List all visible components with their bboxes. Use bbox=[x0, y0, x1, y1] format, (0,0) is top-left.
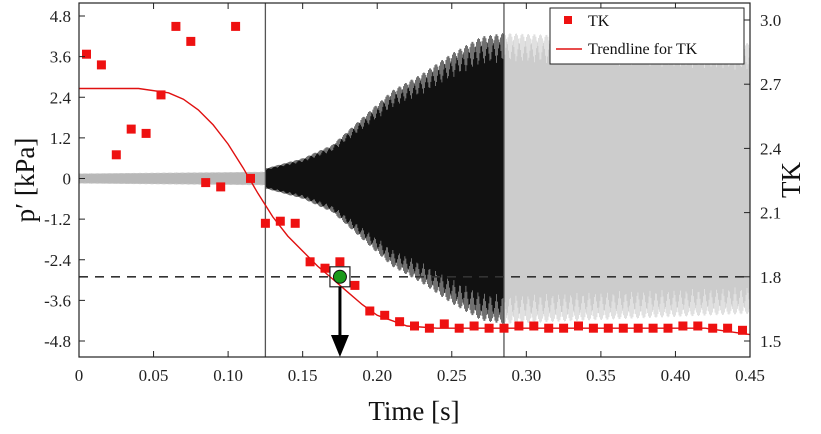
x-tick-label: 0.15 bbox=[288, 366, 318, 385]
tk-point bbox=[82, 49, 91, 59]
tk-point bbox=[231, 21, 241, 31]
tk-point bbox=[186, 36, 196, 46]
right-axis-ticks: 3.0 2.7 2.4 2.1 1.8 1.5 bbox=[744, 11, 782, 351]
tk-point bbox=[439, 319, 449, 329]
tk-point bbox=[141, 128, 151, 138]
tk-point bbox=[246, 173, 255, 183]
right-tick-label: 2.1 bbox=[760, 204, 781, 223]
pressure-segment bbox=[78, 171, 266, 186]
tk-point bbox=[603, 323, 613, 333]
tk-point bbox=[484, 323, 494, 333]
x-tick-label: 0.20 bbox=[362, 366, 392, 385]
tk-point bbox=[544, 323, 554, 333]
x-axis-title: Time [s] bbox=[368, 396, 459, 426]
tk-point bbox=[723, 323, 733, 333]
tk-point bbox=[216, 182, 226, 192]
right-tick-label: 2.4 bbox=[760, 139, 782, 158]
tk-point bbox=[454, 323, 464, 333]
legend: TK Trendline for TK bbox=[549, 7, 745, 65]
tk-point bbox=[350, 280, 360, 290]
pressure-segment bbox=[265, 33, 505, 324]
left-tick-label: -2.4 bbox=[44, 251, 71, 270]
tk-point bbox=[693, 321, 703, 331]
left-axis-ticks: 4.8 3.6 2.4 1.2 0 -1.2 -2.4 -3.6 -4.8 bbox=[44, 7, 85, 351]
tk-point bbox=[275, 216, 285, 226]
tk-point bbox=[335, 257, 345, 267]
left-tick-label: -4.8 bbox=[44, 332, 71, 351]
tk-point bbox=[156, 90, 166, 100]
right-axis-title: TK bbox=[776, 162, 806, 198]
legend-label-tk: TK bbox=[588, 13, 610, 30]
tk-points bbox=[82, 21, 747, 335]
right-tick-label: 3.0 bbox=[760, 11, 781, 30]
tk-point bbox=[424, 323, 434, 333]
tk-point bbox=[633, 323, 643, 333]
tk-point bbox=[260, 218, 270, 228]
pressure-segment bbox=[503, 33, 751, 324]
x-tick-label: 0.40 bbox=[661, 366, 691, 385]
tk-point bbox=[708, 323, 718, 333]
right-tick-label: 2.7 bbox=[760, 75, 782, 94]
plot-frame bbox=[78, 2, 751, 358]
x-tick-label: 0 bbox=[75, 366, 84, 385]
highlight-group bbox=[329, 266, 351, 357]
left-tick-label: 1.2 bbox=[50, 129, 71, 148]
left-tick-label: 4.8 bbox=[50, 7, 71, 26]
tk-point bbox=[529, 321, 539, 331]
tk-point bbox=[559, 323, 569, 333]
tk-point bbox=[648, 323, 658, 333]
pressure-signal bbox=[78, 33, 751, 324]
x-tick-label: 0.30 bbox=[511, 366, 541, 385]
tk-point bbox=[111, 150, 121, 160]
tk-point bbox=[171, 21, 181, 31]
arrowhead-icon bbox=[330, 335, 349, 357]
tk-point bbox=[469, 321, 479, 331]
left-tick-label: 2.4 bbox=[50, 88, 72, 107]
left-axis-title: p′ [kPa] bbox=[10, 138, 40, 223]
tk-point bbox=[395, 317, 405, 327]
right-tick-label: 1.5 bbox=[760, 332, 781, 351]
tk-point bbox=[290, 218, 300, 228]
tk-point bbox=[380, 310, 390, 320]
tk-point bbox=[514, 321, 524, 331]
left-tick-label: -3.6 bbox=[44, 291, 71, 310]
x-tick-label: 0.25 bbox=[437, 366, 467, 385]
tk-point bbox=[201, 178, 211, 188]
tk-point bbox=[96, 60, 106, 70]
x-tick-label: 0.05 bbox=[139, 366, 169, 385]
legend-box bbox=[549, 7, 745, 65]
tk-point bbox=[588, 323, 598, 333]
left-tick-label: -1.2 bbox=[44, 210, 71, 229]
legend-label-trend: Trendline for TK bbox=[588, 41, 698, 58]
tk-point bbox=[126, 124, 136, 134]
legend-marker-tk bbox=[564, 16, 572, 24]
tk-point bbox=[618, 323, 628, 333]
tk-point bbox=[410, 321, 419, 331]
tk-point bbox=[663, 323, 673, 333]
left-tick-label: 0 bbox=[63, 170, 72, 189]
x-tick-label: 0.45 bbox=[735, 366, 765, 385]
x-tick-label: 0.35 bbox=[586, 366, 616, 385]
tk-point bbox=[320, 263, 330, 273]
tk-point bbox=[678, 321, 688, 331]
right-tick-label: 1.8 bbox=[760, 268, 781, 287]
left-tick-label: 3.6 bbox=[50, 48, 71, 67]
tk-point bbox=[574, 321, 583, 331]
x-axis-ticks: 0 0.05 0.10 0.15 0.20 0.25 0.30 0.35 0.40 0.45 bbox=[75, 3, 765, 385]
tk-point bbox=[738, 325, 747, 335]
tk-point bbox=[499, 323, 509, 333]
x-tick-label: 0.10 bbox=[213, 366, 243, 385]
tk-point bbox=[365, 306, 375, 316]
highlight-point bbox=[332, 269, 347, 284]
tk-point bbox=[305, 257, 315, 267]
